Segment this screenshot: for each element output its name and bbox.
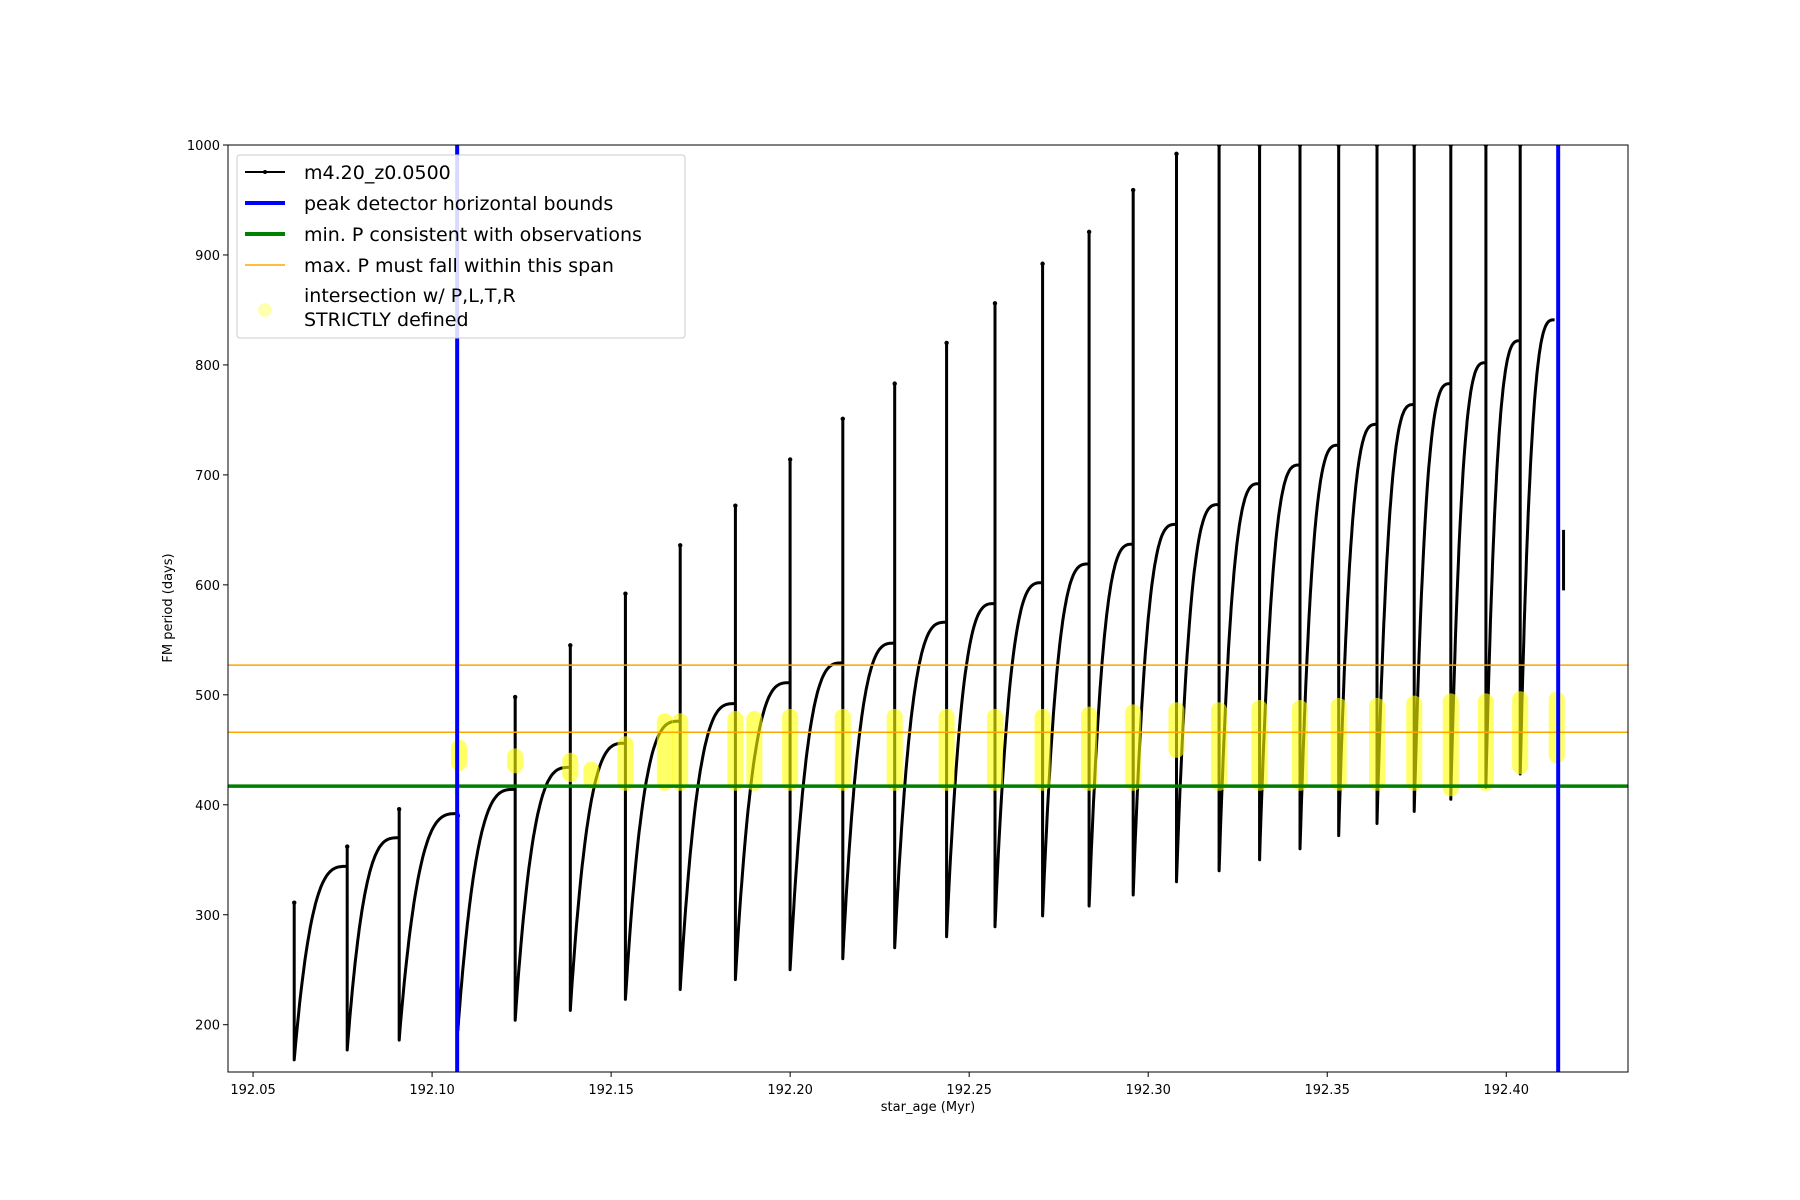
- y-tick-label: 900: [195, 249, 220, 264]
- series-spike-marker: [1336, 145, 1341, 148]
- series-spike-marker: [512, 694, 518, 700]
- series-spike-marker: [1483, 145, 1489, 148]
- y-tick-label: 400: [195, 799, 220, 814]
- series-spike-marker: [623, 591, 628, 596]
- legend-label-intersection: intersection w/ P,L,T,R: [304, 285, 516, 307]
- series-spike-marker: [568, 643, 573, 648]
- series-spike-marker: [1518, 145, 1523, 148]
- series-spike-marker: [1297, 145, 1303, 148]
- legend-swatch-intersection: [258, 303, 272, 317]
- axes-frame: [227, 144, 1629, 1073]
- series-spike-marker: [678, 543, 683, 548]
- series-spike-marker: [345, 844, 350, 849]
- y-tick-label: 600: [195, 579, 220, 594]
- series-spike-marker: [1216, 145, 1222, 148]
- series-spike-marker: [1174, 151, 1179, 156]
- x-tick-label: 192.20: [767, 1083, 813, 1098]
- y-tick-label: 1000: [187, 139, 220, 154]
- legend-box: [236, 154, 686, 339]
- y-tick-label: 700: [195, 469, 220, 484]
- legend-label-min-period: min. P consistent with observations: [304, 224, 642, 246]
- series-spike-marker: [1040, 261, 1045, 266]
- series-spike-marker: [944, 340, 949, 346]
- series-spike-marker: [1448, 145, 1453, 148]
- series-spike-marker: [992, 301, 998, 306]
- legend-label-peak-bounds: peak detector horizontal bounds: [304, 193, 613, 215]
- series-spike-marker: [787, 457, 793, 462]
- x-tick-label: 192.25: [946, 1083, 992, 1098]
- series-line-model: [292, 145, 1556, 1062]
- series-spike-marker: [892, 381, 897, 386]
- y-axis-label: FM period (days): [161, 553, 176, 662]
- series-spike-marker: [396, 806, 402, 812]
- series-spike-marker: [1257, 145, 1262, 148]
- series-spike-marker: [1374, 145, 1380, 148]
- y-axis-ticks: 200 300 400 500 600 700 800 900 1000: [187, 139, 228, 1034]
- y-tick-label: 300: [195, 909, 220, 924]
- legend-label-model: m4.20_z0.0500: [304, 162, 451, 184]
- legend-label-intersection-line2: STRICTLY defined: [304, 309, 469, 331]
- plot-area: [228, 145, 1628, 1072]
- y-tick-label: 800: [195, 359, 220, 374]
- x-tick-label: 192.35: [1304, 1083, 1350, 1098]
- x-tick-label: 192.10: [409, 1083, 455, 1098]
- legend-swatch-model-marker: [263, 170, 267, 174]
- legend: m4.20_z0.0500 peak detector horizontal b…: [236, 154, 686, 339]
- series-spike-marker: [840, 416, 845, 422]
- x-axis-ticks: 192.05 192.10 192.15 192.20 192.25 192.30 192.…: [230, 1072, 1529, 1098]
- series-spike-marker: [733, 503, 738, 508]
- y-tick-label: 200: [195, 1019, 220, 1034]
- legend-label-max-period: max. P must fall within this span: [304, 255, 614, 277]
- x-axis-label: star_age (Myr): [881, 1100, 975, 1115]
- x-tick-label: 192.05: [230, 1083, 276, 1098]
- y-tick-label: 500: [195, 689, 220, 704]
- series-spike-marker: [1130, 187, 1136, 193]
- x-tick-label: 192.30: [1125, 1083, 1171, 1098]
- x-tick-label: 192.15: [588, 1083, 634, 1098]
- x-tick-label: 192.40: [1484, 1083, 1530, 1098]
- series-spike-marker: [292, 900, 297, 905]
- series-spike-marker: [1086, 229, 1092, 235]
- series-spike-marker: [1412, 145, 1417, 148]
